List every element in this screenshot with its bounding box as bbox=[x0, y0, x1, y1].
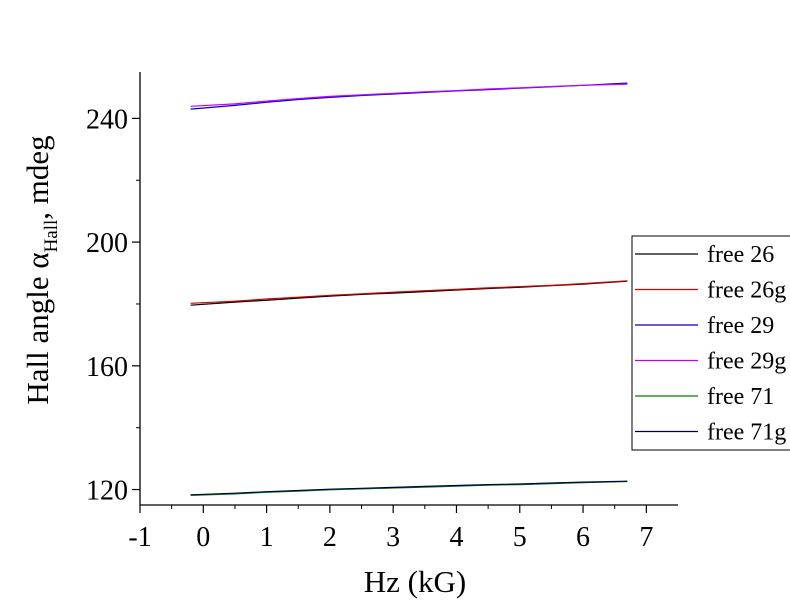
y-axis-title-prefix: Hall angle bbox=[20, 269, 55, 405]
x-tick-label: -1 bbox=[128, 522, 151, 553]
x-tick-label: 7 bbox=[639, 522, 653, 553]
series-line-6 bbox=[190, 480, 628, 496]
legend-label-3: free 29 bbox=[707, 313, 774, 339]
x-tick-label: 1 bbox=[260, 522, 274, 553]
series-line-2 bbox=[190, 280, 628, 304]
axes: -1 0 1 2 3 4 5 6 7 120 160 200 240 bbox=[86, 72, 678, 553]
y-axis-title-symbol: α bbox=[20, 252, 55, 268]
legend-label-5: free 71 bbox=[707, 384, 774, 410]
y-tick-label: 200 bbox=[86, 228, 128, 259]
legend: free 26 free 26g free 29 free 29g free 71 fre… bbox=[631, 235, 790, 451]
series-line-5 bbox=[190, 480, 628, 496]
y-axis-title: Hall angle αHall, mdeg bbox=[20, 135, 62, 404]
y-axis-title-suffix: , mdeg bbox=[20, 135, 55, 219]
x-tick-label: 3 bbox=[386, 522, 400, 553]
plot-lines bbox=[190, 82, 628, 496]
x-tick-label: 6 bbox=[576, 522, 590, 553]
series-line-4 bbox=[190, 83, 628, 107]
series-line-3 bbox=[190, 82, 628, 110]
y-tick-label: 160 bbox=[86, 352, 128, 383]
legend-box bbox=[631, 235, 790, 451]
legend-label-6: free 71g bbox=[707, 420, 786, 446]
y-tick-label: 240 bbox=[86, 104, 128, 135]
legend-label-2: free 26g bbox=[707, 278, 786, 304]
legend-label-1: free 26 bbox=[707, 242, 774, 268]
y-tick-label: 120 bbox=[86, 476, 128, 507]
y-axis-title-subscript: Hall bbox=[41, 220, 62, 253]
x-tick-label: 2 bbox=[323, 522, 337, 553]
x-tick-label: 4 bbox=[449, 522, 463, 553]
x-axis-title: Hz (kG) bbox=[364, 564, 466, 599]
x-tick-label: 0 bbox=[196, 522, 210, 553]
x-tick-label: 5 bbox=[513, 522, 527, 553]
legend-label-4: free 29g bbox=[707, 349, 786, 375]
